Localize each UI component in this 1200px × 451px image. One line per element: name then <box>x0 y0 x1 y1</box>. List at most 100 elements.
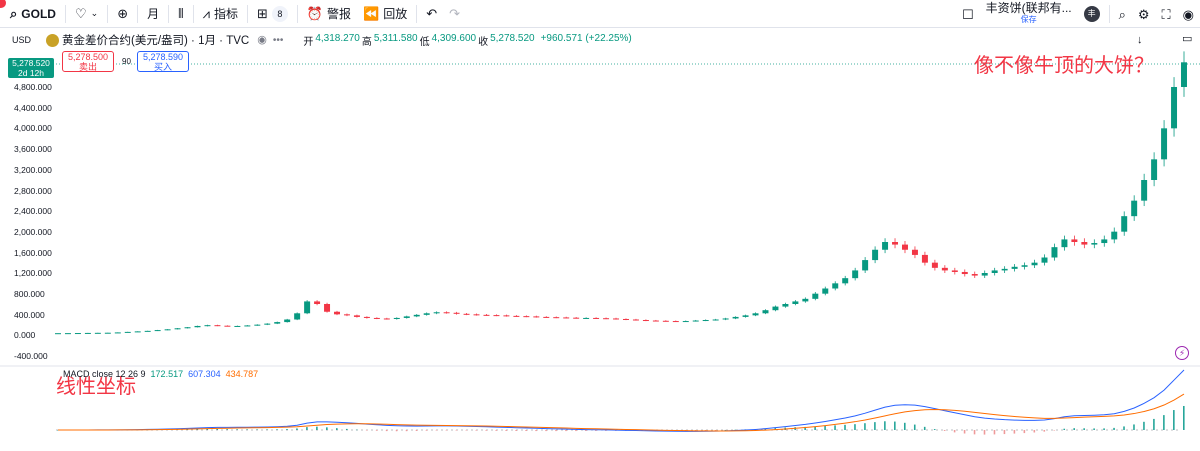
macd-histogram-bar <box>1013 430 1016 434</box>
collapse-icon[interactable]: ▭ <box>1182 33 1193 45</box>
undo-button[interactable]: ↶ <box>420 0 443 28</box>
macd-histogram-bar <box>306 427 308 430</box>
macd-histogram-bar <box>943 430 946 431</box>
candle-body <box>862 260 869 271</box>
macd-histogram-bar <box>953 430 956 433</box>
signal-line <box>57 393 1185 432</box>
currency-label[interactable]: USD <box>12 35 32 45</box>
candle-body <box>373 317 380 319</box>
macd-histogram-bar <box>196 429 199 430</box>
symbol-search[interactable]: ⌕ GOLD <box>0 0 62 28</box>
diamond-icon: ♡ <box>75 6 87 21</box>
macd-histogram-bar <box>525 430 527 432</box>
interval-label: 月 <box>147 7 160 21</box>
candle-body <box>832 283 839 289</box>
watchlist-button[interactable]: ♡ ⌄ <box>69 0 104 28</box>
macd-histogram-bar <box>256 429 258 430</box>
candle-body <box>672 321 679 323</box>
symbol-title[interactable]: 黄金差价合约(美元/盎司) · 1月 · TVC <box>62 35 250 47</box>
low-value: 4,309.600 <box>431 32 477 44</box>
candle-body <box>244 325 251 327</box>
macd-histogram <box>57 405 1185 435</box>
eye-icon[interactable]: ◉ <box>257 33 267 46</box>
chart-type-button[interactable]: ⫴ <box>172 0 189 28</box>
layouts-button[interactable]: ⊞ 8 <box>251 0 294 28</box>
alert-label: 警报 <box>327 7 352 21</box>
redo-button[interactable]: ↷ <box>443 0 466 28</box>
macd-histogram-bar <box>1043 430 1046 432</box>
macd-histogram-bar <box>804 426 806 430</box>
settings-button[interactable]: ⚙ <box>1132 0 1156 28</box>
macd-histogram-bar <box>884 421 886 430</box>
high-value: 5,311.580 <box>373 32 418 44</box>
open-value: 4,318.270 <box>315 32 360 44</box>
macd-histogram-bar <box>1123 426 1125 430</box>
lightning-icon[interactable]: ⚡ <box>1175 346 1189 360</box>
candle-body <box>403 316 410 318</box>
candle-body <box>1011 266 1018 269</box>
candle-body <box>762 310 769 314</box>
quick-search-button[interactable]: ⌕ <box>1113 0 1132 28</box>
candle-body <box>802 298 809 302</box>
macd-histogram-bar <box>824 425 826 430</box>
layout-toggle-button[interactable]: ☐ <box>956 0 980 28</box>
snapshot-button[interactable]: ◉ <box>1177 0 1200 28</box>
candle-body <box>224 325 231 327</box>
indicators-button[interactable]: ⩘ 指标 <box>197 0 244 28</box>
candle-body <box>662 320 669 322</box>
candle-body <box>463 313 470 315</box>
candle-body <box>583 317 590 319</box>
macd-histogram-bar <box>1073 428 1075 430</box>
macd-signal-value: 434.787 <box>225 369 259 379</box>
candle-body <box>1091 243 1098 245</box>
annotation-text-top[interactable]: 像不像牛顶的大饼？ <box>974 55 1154 77</box>
interval-button[interactable]: 月 <box>141 0 165 28</box>
candle-body <box>314 301 321 304</box>
candle-body <box>294 313 301 320</box>
buy-button[interactable]: 5,278.590 买入 <box>137 51 189 72</box>
search-icon: ⌕ <box>10 6 18 21</box>
macd-histogram-bar <box>475 430 478 431</box>
price-axis-label: 2,800.000 <box>14 185 52 196</box>
candle-body <box>254 324 261 326</box>
sell-button[interactable]: 5,278.500 卖出 <box>62 51 114 72</box>
candle-body <box>493 315 500 317</box>
indicators-icon: ⩘ <box>202 6 210 21</box>
macd-histogram-bar <box>326 427 328 430</box>
macd-histogram-bar <box>206 428 209 430</box>
annotation-text-macd[interactable]: 线性坐标 <box>56 376 136 398</box>
separator <box>246 4 248 23</box>
macd-histogram-bar <box>286 429 288 430</box>
candle-body <box>642 320 649 322</box>
candle-body <box>852 270 859 279</box>
replay-button[interactable]: ⏪ 回放 <box>357 0 413 28</box>
separator <box>137 4 139 23</box>
macd-title[interactable]: MACD close 12 26 9 <box>63 369 146 379</box>
candle-body <box>104 332 111 334</box>
macd-histogram-bar <box>246 429 248 430</box>
low-label: 低 <box>419 36 430 48</box>
redo-icon: ↷ <box>449 6 461 21</box>
separator <box>1108 5 1110 23</box>
compare-button[interactable]: ⊕ <box>111 0 134 28</box>
price-axis-label: 4,000.000 <box>14 123 52 134</box>
candle-body <box>702 320 709 322</box>
macd-histogram-bar <box>605 430 607 431</box>
price-axis-label: 2,400.000 <box>14 206 52 217</box>
candle-body <box>204 325 211 327</box>
candle-body <box>632 319 639 321</box>
macd-histogram-bar <box>1003 430 1006 435</box>
arrow-down-icon[interactable]: ↓ <box>1137 34 1143 46</box>
macd-histogram-bar <box>405 430 408 432</box>
alert-button[interactable]: ⏰ 警报 <box>301 0 357 28</box>
candle-body <box>573 317 580 319</box>
more-dots-icon[interactable]: ••• <box>272 34 284 46</box>
macd-histogram-bar <box>694 430 697 431</box>
macd-histogram-bar <box>465 430 468 431</box>
layout-menu[interactable]: 丰资饼(联邦有... 保存 <box>980 2 1078 26</box>
account-button[interactable]: 丰 <box>1078 0 1106 28</box>
fullscreen-button[interactable]: ⛶ <box>1156 0 1177 28</box>
replay-label: 回放 <box>383 7 408 21</box>
chevron-down-icon: ⌄ <box>90 8 99 18</box>
